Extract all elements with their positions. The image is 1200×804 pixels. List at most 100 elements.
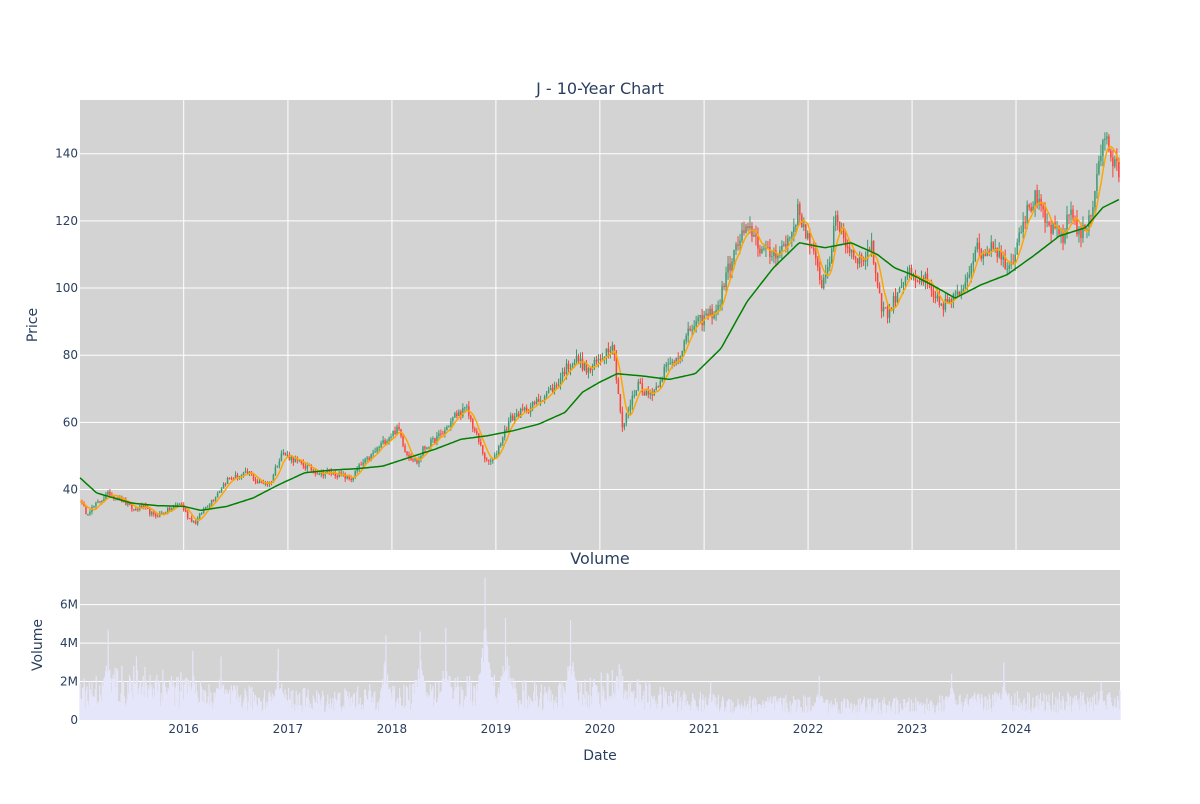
volume-bar — [980, 693, 983, 720]
volume-bar — [726, 701, 728, 720]
volume-bar — [216, 687, 218, 720]
candle-body — [1036, 190, 1038, 205]
volume-bar — [549, 703, 551, 720]
volume-bar — [181, 679, 184, 720]
candle-body — [101, 500, 103, 502]
volume-bar — [228, 689, 231, 720]
volume-bar — [245, 690, 247, 720]
volume-bar — [562, 707, 564, 720]
candle-body — [168, 507, 171, 511]
volume-bar — [193, 684, 196, 720]
volume-bar — [124, 705, 126, 720]
candle — [549, 385, 552, 391]
volume-bar — [764, 701, 766, 720]
candle — [866, 239, 869, 267]
volume-bar — [108, 669, 110, 720]
volume-bar — [964, 698, 966, 720]
candle — [280, 450, 283, 462]
volume-bar — [299, 692, 301, 720]
volume-bar — [699, 692, 702, 720]
volume-bar — [954, 703, 956, 720]
volume-bar — [365, 695, 367, 720]
price-y-grid — [80, 153, 1120, 491]
candle-body — [649, 392, 652, 395]
candle-body — [579, 358, 582, 362]
candle-body — [410, 457, 412, 460]
candlestick-series — [81, 132, 1120, 526]
volume-bar — [780, 697, 782, 720]
volume-bar — [453, 690, 455, 720]
candle — [884, 307, 887, 309]
volume-bar — [866, 711, 868, 720]
volume-bar — [276, 671, 279, 720]
candle-body — [244, 471, 247, 473]
volume-bar — [1060, 700, 1062, 720]
volume-bar — [412, 683, 414, 720]
volume-bar — [869, 698, 872, 720]
candle-body — [1090, 215, 1092, 217]
volume-bar — [1099, 691, 1101, 720]
volume-bar — [858, 711, 860, 720]
candle-body — [611, 345, 614, 351]
candle — [428, 446, 430, 449]
volume-bar — [880, 710, 882, 720]
volume-bar — [612, 692, 614, 720]
candle-body — [460, 411, 462, 417]
candle-body — [376, 447, 378, 452]
volume-bar — [1092, 710, 1095, 720]
candle-body — [647, 391, 650, 395]
volume-bar — [93, 695, 95, 720]
volume-bar — [654, 703, 656, 720]
volume-bar — [875, 699, 878, 720]
volume-bar — [610, 696, 612, 720]
candle-body — [669, 363, 671, 365]
candle-body — [878, 285, 881, 294]
volume-bar — [648, 682, 650, 720]
volume-bar — [416, 680, 418, 720]
volume-bar — [82, 687, 85, 720]
candle-body — [456, 413, 458, 417]
volume-bar — [275, 688, 278, 720]
candle-body — [599, 358, 602, 360]
candle-body — [474, 428, 476, 431]
candle-body — [783, 244, 785, 246]
volume-bar — [326, 701, 328, 720]
candle — [246, 468, 249, 475]
candle-body — [190, 518, 193, 522]
candle-body — [256, 481, 259, 484]
volume-bar — [628, 697, 631, 720]
volume-bar — [205, 691, 207, 720]
candle-body — [517, 413, 520, 418]
volume-bar — [770, 703, 772, 720]
candle — [986, 245, 989, 257]
short-moving-average-line — [79, 145, 1120, 522]
candle-body — [733, 250, 735, 262]
candle-body — [749, 225, 751, 229]
volume-bar — [721, 701, 723, 720]
candle — [555, 382, 558, 390]
candle-body — [486, 459, 488, 461]
volume-bar — [624, 689, 626, 720]
volume-bar — [360, 709, 362, 720]
candle — [254, 476, 257, 485]
volume-bar — [636, 680, 638, 720]
volume-bar — [213, 692, 215, 720]
candle-body — [137, 508, 139, 510]
volume-bar — [779, 698, 781, 720]
candle-body — [950, 299, 953, 303]
candle-body — [1000, 250, 1002, 260]
volume-bar — [889, 709, 891, 720]
volume-bar — [551, 694, 554, 720]
volume-bar — [681, 701, 684, 720]
candle-body — [384, 440, 386, 445]
candle-body — [1062, 233, 1064, 243]
candle-body — [1082, 224, 1084, 239]
candle — [1050, 218, 1052, 242]
volume-bar — [459, 704, 461, 720]
volume-bar — [419, 631, 421, 720]
volume-bar — [452, 699, 455, 720]
volume-bar — [322, 695, 325, 720]
candle — [1096, 163, 1098, 199]
candle — [813, 240, 815, 255]
candle-body — [493, 454, 496, 459]
